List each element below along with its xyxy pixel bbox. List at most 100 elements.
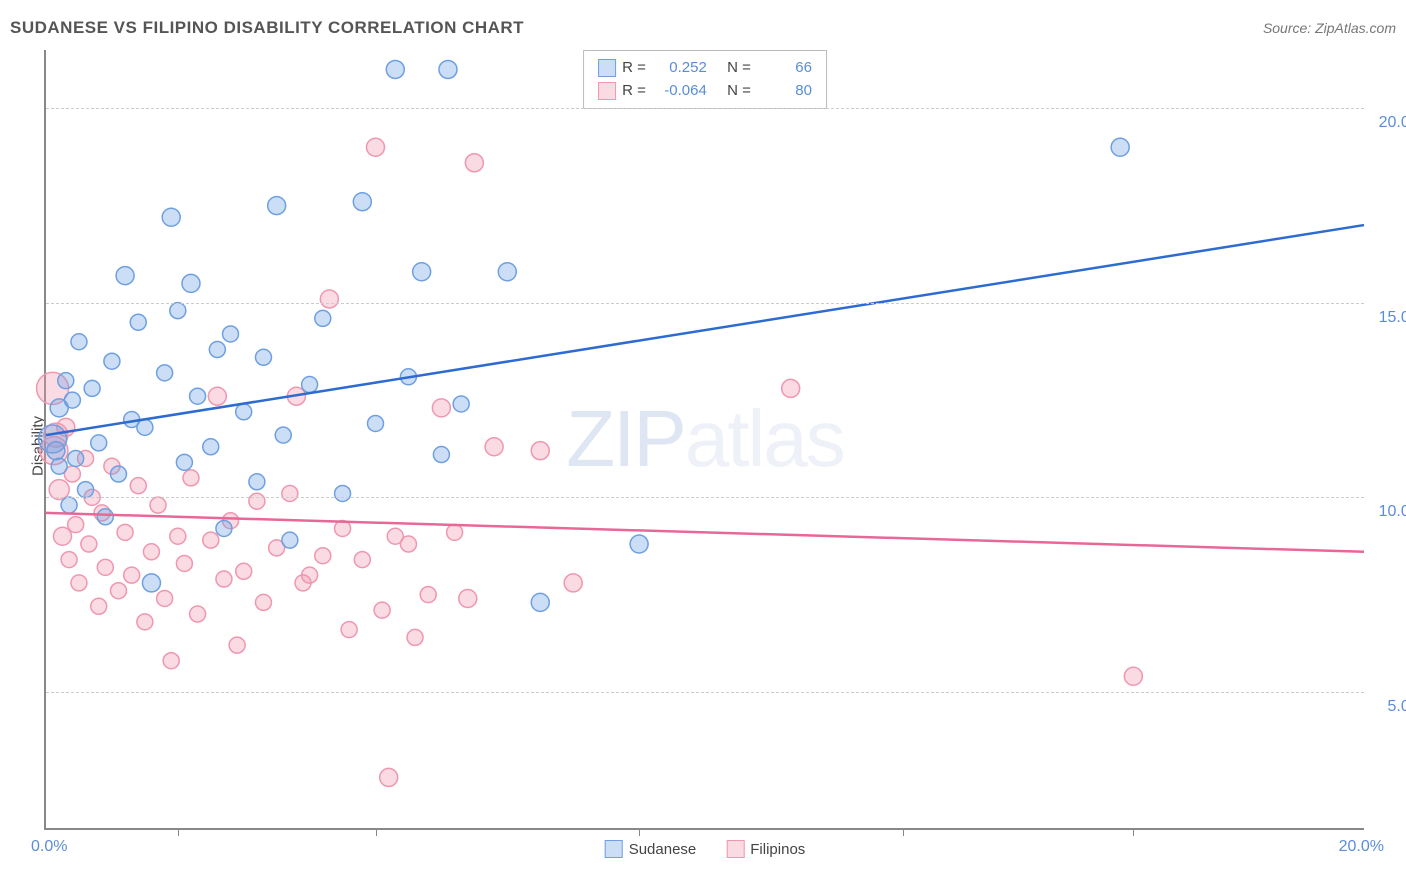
data-point: [386, 60, 404, 78]
trend-line: [46, 225, 1364, 435]
data-point: [216, 571, 232, 587]
swatch-filipinos-icon: [598, 82, 616, 100]
x-tick: [178, 828, 179, 836]
legend-stats-row-sudanese: R = 0.252 N = 66: [598, 57, 812, 80]
data-point: [130, 478, 146, 494]
data-point: [208, 387, 226, 405]
x-axis-origin-label: 0.0%: [31, 838, 67, 856]
data-point: [64, 392, 80, 408]
data-point: [78, 482, 94, 498]
data-point: [150, 497, 166, 513]
r-value-filipinos: -0.064: [652, 80, 707, 103]
data-point: [368, 415, 384, 431]
data-point: [1111, 138, 1129, 156]
data-point: [163, 653, 179, 669]
data-point: [84, 380, 100, 396]
data-point: [130, 314, 146, 330]
x-tick: [376, 828, 377, 836]
data-point: [51, 458, 67, 474]
data-point: [236, 563, 252, 579]
chart-svg: [46, 50, 1364, 828]
x-tick: [1133, 828, 1134, 836]
data-point: [249, 493, 265, 509]
data-point: [162, 208, 180, 226]
data-point: [183, 470, 199, 486]
data-point: [182, 274, 200, 292]
data-point: [315, 310, 331, 326]
data-point: [531, 442, 549, 460]
data-point: [367, 138, 385, 156]
data-point: [407, 629, 423, 645]
legend-item-sudanese: Sudanese: [605, 840, 697, 858]
data-point: [302, 377, 318, 393]
data-point: [104, 353, 120, 369]
data-point: [453, 396, 469, 412]
y-tick-label: 15.0%: [1379, 309, 1406, 327]
data-point: [432, 399, 450, 417]
data-point: [157, 590, 173, 606]
data-point: [61, 552, 77, 568]
data-point: [465, 154, 483, 172]
data-point: [282, 532, 298, 548]
data-point: [203, 439, 219, 455]
x-tick: [639, 828, 640, 836]
data-point: [302, 567, 318, 583]
data-point: [413, 263, 431, 281]
y-tick-label: 20.0%: [1379, 114, 1406, 132]
data-point: [1124, 667, 1142, 685]
data-point: [223, 326, 239, 342]
gridline: [46, 692, 1364, 693]
data-point: [354, 552, 370, 568]
chart-source: Source: ZipAtlas.com: [1263, 20, 1396, 36]
legend-series: Sudanese Filipinos: [605, 840, 806, 858]
data-point: [564, 574, 582, 592]
data-point: [630, 535, 648, 553]
data-point: [531, 593, 549, 611]
swatch-sudanese-icon: [598, 59, 616, 77]
data-point: [209, 342, 225, 358]
data-point: [420, 587, 436, 603]
data-point: [81, 536, 97, 552]
data-point: [157, 365, 173, 381]
trend-line: [46, 513, 1364, 552]
data-point: [71, 334, 87, 350]
swatch-sudanese-icon: [605, 840, 623, 858]
chart-title: SUDANESE VS FILIPINO DISABILITY CORRELAT…: [10, 18, 524, 38]
data-point: [91, 598, 107, 614]
plot-area: ZIPatlas R = 0.252 N = 66 R = -0.064 N =…: [44, 50, 1364, 830]
data-point: [170, 528, 186, 544]
data-point: [433, 447, 449, 463]
data-point: [400, 536, 416, 552]
data-point: [58, 373, 74, 389]
data-point: [353, 193, 371, 211]
data-point: [142, 574, 160, 592]
data-point: [61, 497, 77, 513]
data-point: [143, 544, 159, 560]
data-point: [170, 303, 186, 319]
data-point: [459, 589, 477, 607]
data-point: [315, 548, 331, 564]
data-point: [485, 438, 503, 456]
data-point: [176, 454, 192, 470]
data-point: [124, 567, 140, 583]
y-tick-label: 10.0%: [1379, 503, 1406, 521]
n-value-sudanese: 66: [757, 57, 812, 80]
data-point: [229, 637, 245, 653]
data-point: [117, 524, 133, 540]
data-point: [137, 614, 153, 630]
data-point: [137, 419, 153, 435]
data-point: [68, 517, 84, 533]
data-point: [91, 435, 107, 451]
data-point: [176, 555, 192, 571]
data-point: [447, 524, 463, 540]
data-point: [320, 290, 338, 308]
data-point: [203, 532, 219, 548]
r-value-sudanese: 0.252: [652, 57, 707, 80]
swatch-filipinos-icon: [726, 840, 744, 858]
data-point: [782, 379, 800, 397]
data-point: [110, 583, 126, 599]
data-point: [268, 197, 286, 215]
data-point: [255, 349, 271, 365]
data-point: [190, 606, 206, 622]
data-point: [71, 575, 87, 591]
